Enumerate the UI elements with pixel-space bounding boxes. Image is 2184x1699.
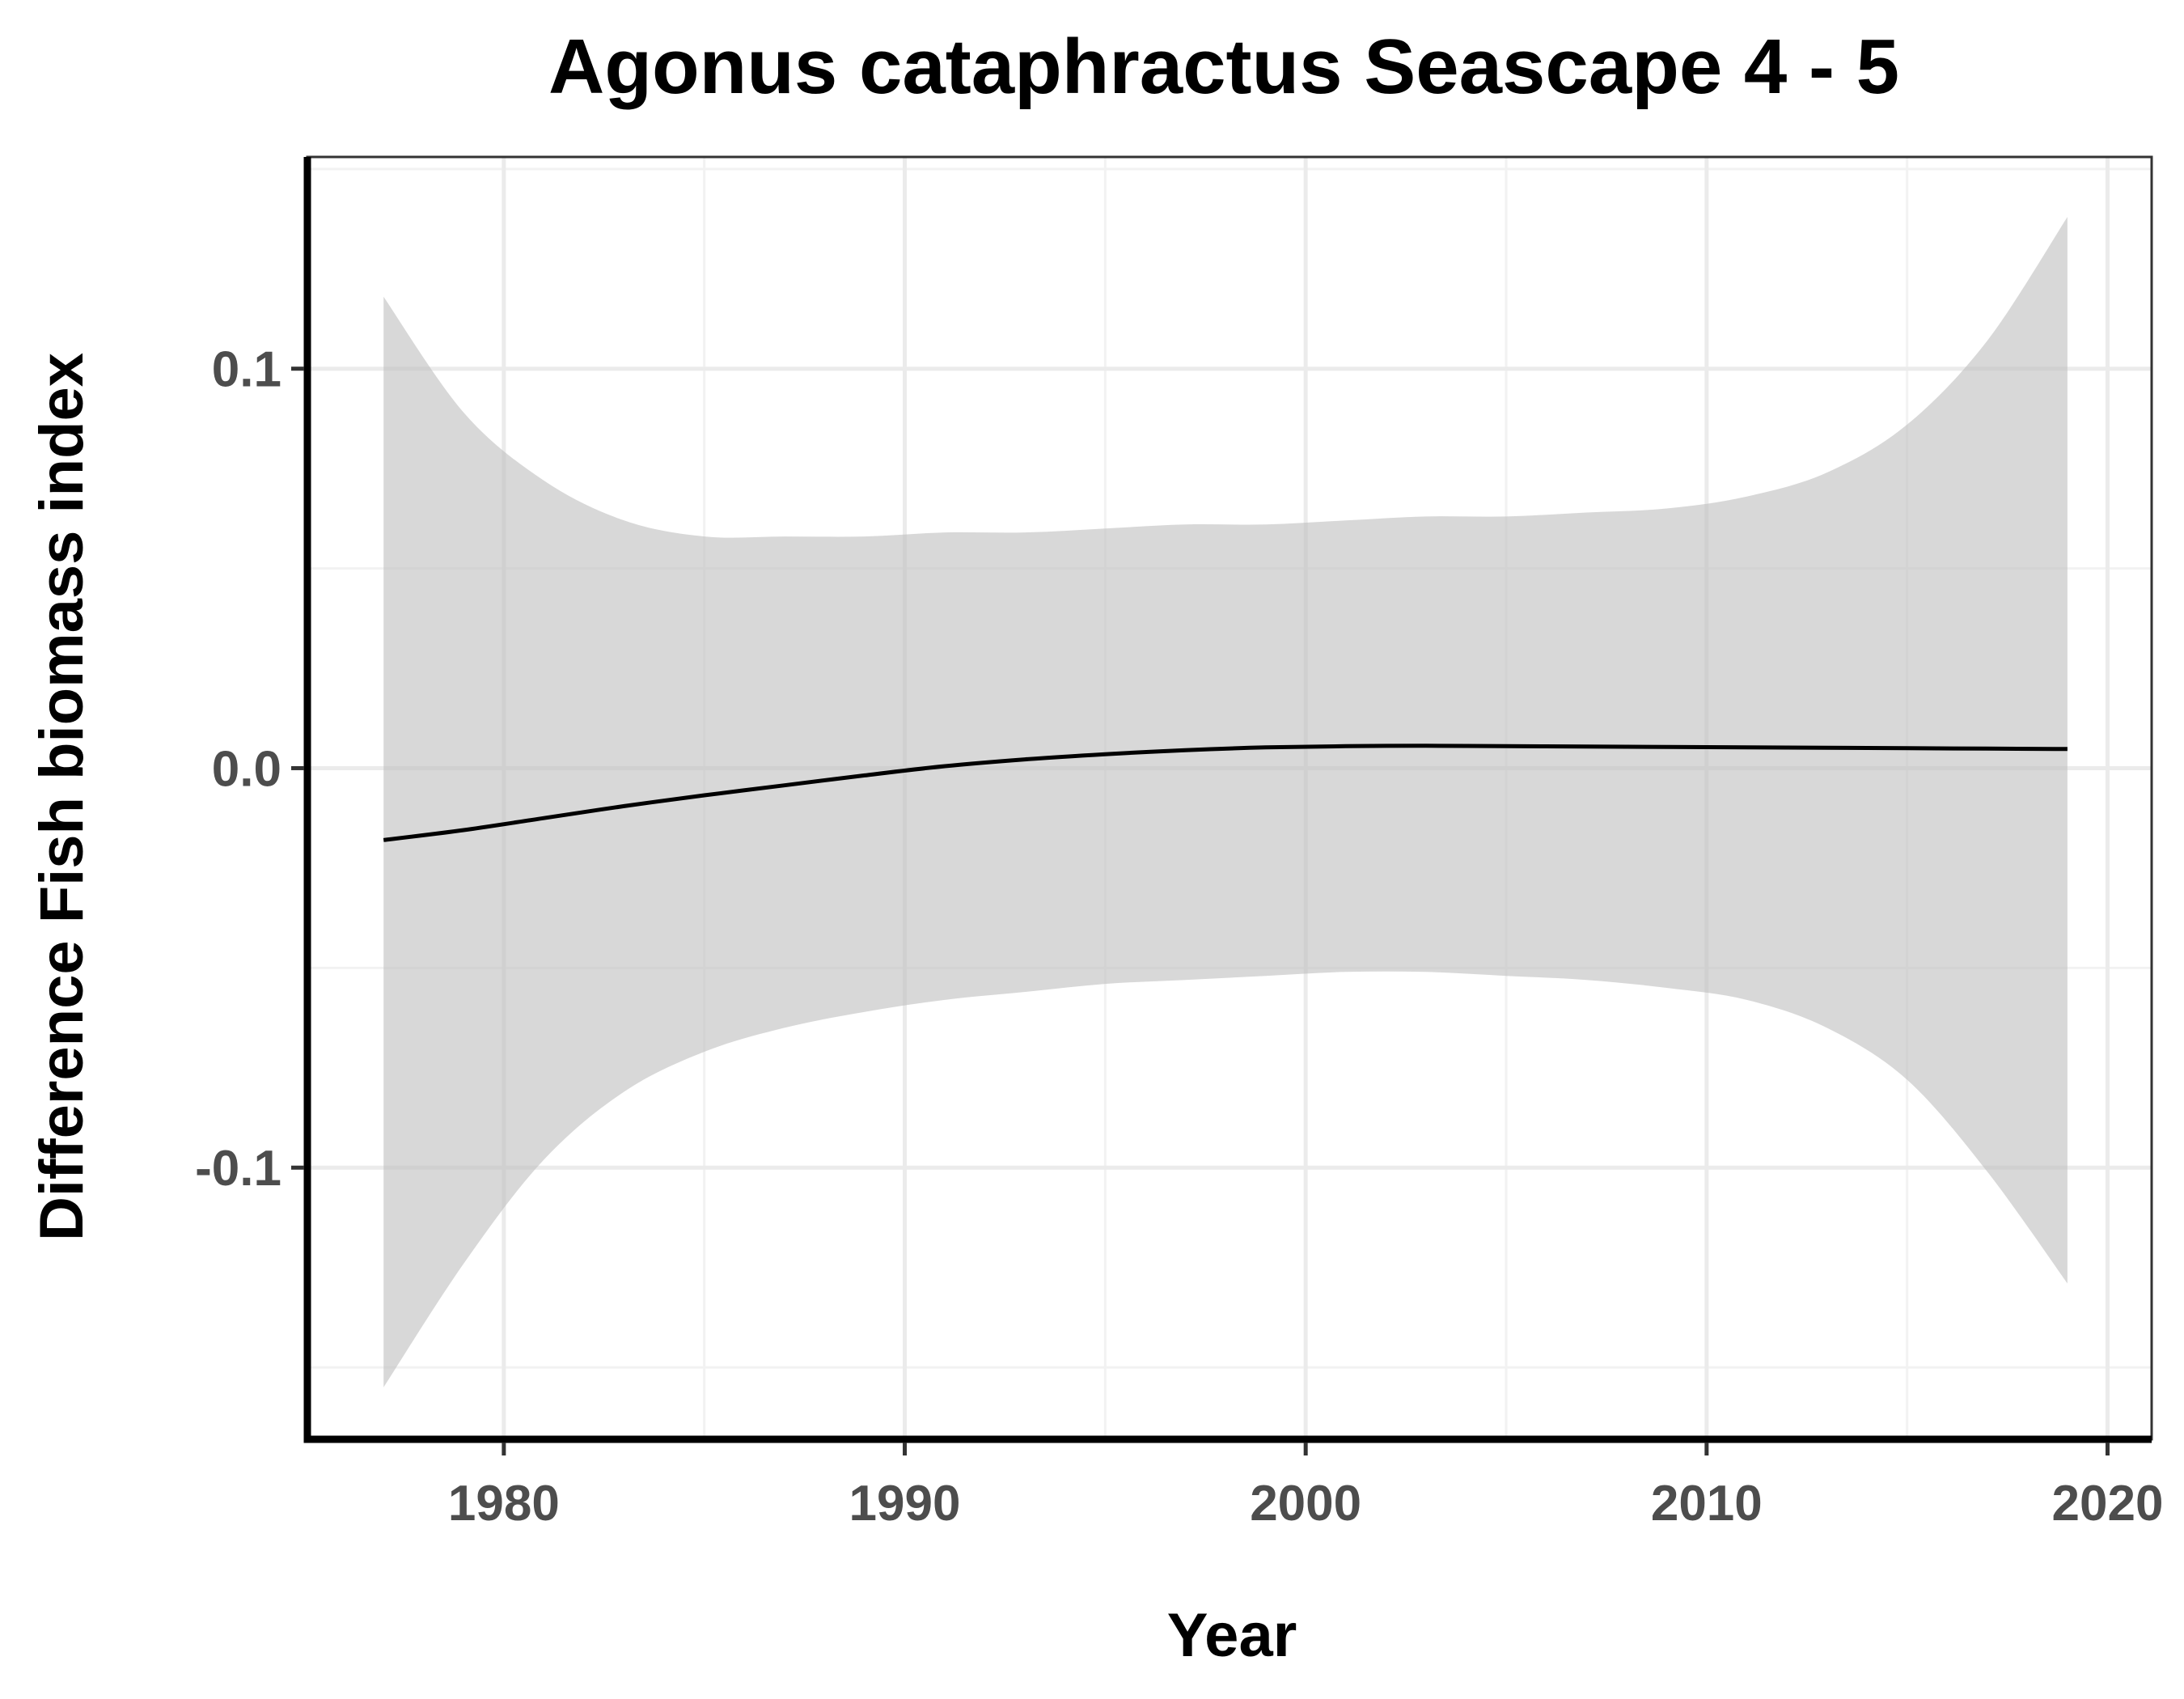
- y-tick-label: -0.1: [195, 1141, 281, 1197]
- y-axis-title: Difference Fish biomass index: [28, 353, 96, 1241]
- x-tick-label: 2000: [1250, 1476, 1361, 1532]
- confidence-ribbon: [383, 217, 2068, 1388]
- y-tick-label: 0.0: [212, 741, 281, 797]
- chart-title: Agonus cataphractus Seascape 4 - 5: [548, 23, 1899, 110]
- trend-line: [383, 744, 2068, 842]
- y-tick-label: 0.1: [212, 342, 281, 398]
- x-tick-label: 1980: [448, 1476, 560, 1532]
- x-axis-ticks: 1980 1990 2000 2010 2020: [448, 1443, 2164, 1532]
- x-axis-title: Year: [1167, 1601, 1297, 1670]
- x-tick-label: 2020: [2052, 1476, 2164, 1532]
- y-axis-ticks: -0.1 0.0 0.1: [195, 342, 304, 1197]
- x-tick-label: 2010: [1651, 1476, 1763, 1532]
- x-tick-label: 1990: [849, 1476, 961, 1532]
